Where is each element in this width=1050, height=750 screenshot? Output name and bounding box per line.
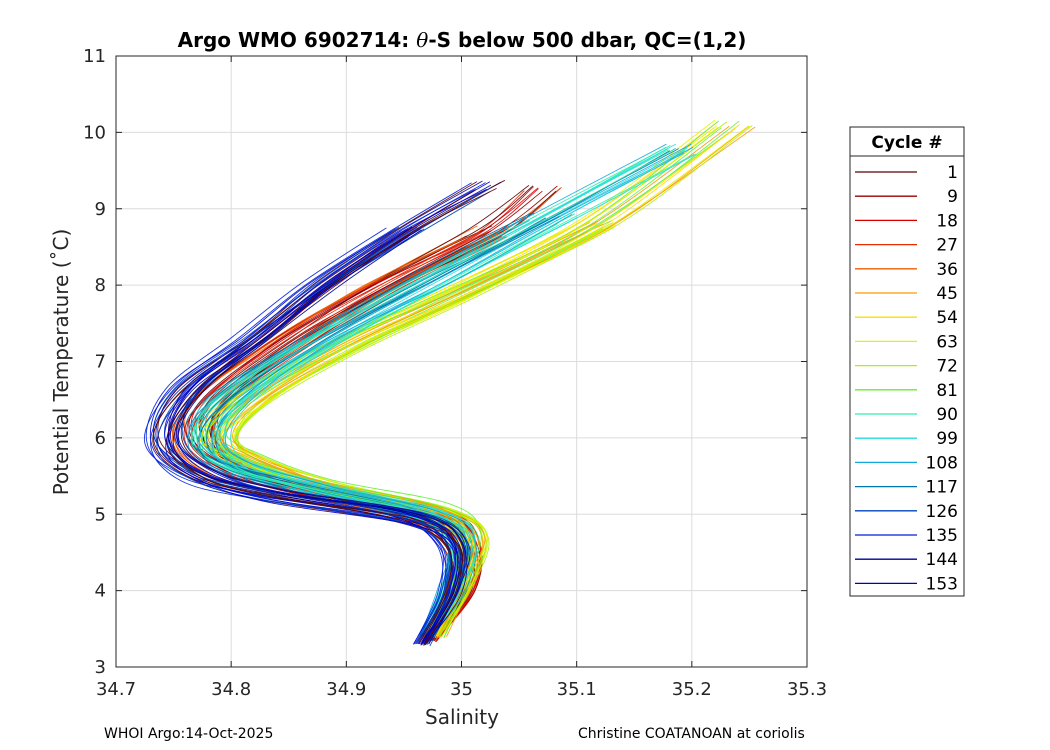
profile-line bbox=[177, 228, 471, 645]
x-tick-label: 35.1 bbox=[557, 679, 597, 700]
profile-line bbox=[166, 234, 463, 645]
y-tick-label: 10 bbox=[83, 122, 106, 143]
legend-label: 45 bbox=[936, 284, 958, 304]
x-axis-label: Salinity bbox=[425, 705, 499, 729]
y-tick-label: 11 bbox=[83, 46, 106, 67]
profile-line bbox=[234, 125, 753, 637]
y-tick-label: 6 bbox=[95, 428, 106, 449]
y-axis-label: Potential Temperature (˚C) bbox=[49, 229, 73, 496]
profile-line bbox=[224, 213, 576, 636]
profile-line bbox=[219, 130, 733, 639]
legend-items: 1 9 18 27 36 45 54 63 72 81 90 99 108 117 126 135 144 153 bbox=[855, 163, 958, 594]
footer-right: Christine COATANOAN at coriolis bbox=[578, 726, 805, 742]
x-tick-label: 35.2 bbox=[672, 679, 712, 700]
legend-label: 9 bbox=[947, 187, 958, 207]
legend-label: 27 bbox=[936, 236, 958, 256]
legend-box bbox=[849, 126, 965, 597]
x-tick-label: 35.3 bbox=[787, 679, 827, 700]
profile-line bbox=[196, 121, 718, 638]
y-tick-label: 9 bbox=[95, 199, 106, 220]
ticks: 34.7 34.8 34.9 35 35.1 35.2 35.3 3 4 5 6 7 8 9 10 11 bbox=[83, 46, 827, 700]
profile-line bbox=[224, 213, 573, 636]
footer-left: WHOI Argo:14-Oct-2025 bbox=[104, 726, 274, 742]
profile-line bbox=[217, 220, 599, 639]
profile-line bbox=[177, 229, 468, 644]
profile-line bbox=[165, 236, 459, 646]
legend-label: 18 bbox=[936, 211, 958, 231]
x-tick-label: 34.8 bbox=[211, 679, 251, 700]
legend-label: 153 bbox=[926, 574, 958, 594]
legend-label: 99 bbox=[936, 429, 958, 449]
y-tick-label: 8 bbox=[95, 275, 106, 296]
x-tick-label: 34.9 bbox=[326, 679, 366, 700]
legend-label: 126 bbox=[926, 502, 958, 522]
profile-line bbox=[157, 188, 488, 646]
profile-line bbox=[217, 153, 695, 638]
x-tick-label: 35 bbox=[450, 679, 473, 700]
legend-title: Cycle # bbox=[871, 133, 942, 153]
profile-line bbox=[145, 227, 444, 645]
chart-title: Argo WMO 6902714: θ-S below 500 dbar, QC… bbox=[178, 28, 747, 52]
legend-label: 108 bbox=[926, 453, 958, 473]
legend-label: 90 bbox=[936, 405, 958, 425]
legend-label: 135 bbox=[926, 526, 958, 546]
y-tick-label: 3 bbox=[95, 657, 106, 678]
legend-label: 72 bbox=[936, 357, 958, 377]
legend-label: 63 bbox=[936, 332, 958, 352]
legend: Cycle # 19182736455463728190991081171261… bbox=[849, 126, 965, 597]
profile-line bbox=[230, 125, 750, 638]
legend-label: 81 bbox=[936, 381, 958, 401]
profile-line bbox=[236, 224, 612, 639]
y-tick-label: 7 bbox=[95, 352, 106, 373]
x-tick-label: 34.7 bbox=[96, 679, 136, 700]
legend-label: 117 bbox=[926, 478, 958, 498]
y-tick-label: 4 bbox=[95, 581, 106, 602]
profile-line bbox=[149, 231, 447, 645]
legend-label: 36 bbox=[936, 260, 958, 280]
y-tick-label: 5 bbox=[95, 504, 106, 525]
profile-line bbox=[167, 228, 460, 646]
legend-label: 1 bbox=[947, 163, 958, 183]
profile-line bbox=[204, 127, 722, 636]
profile-line bbox=[220, 228, 604, 636]
profile-line bbox=[219, 143, 692, 636]
profile-line bbox=[215, 215, 560, 638]
legend-label: 144 bbox=[926, 550, 958, 570]
legend-label: 54 bbox=[936, 308, 958, 328]
profiles bbox=[144, 119, 756, 647]
profile-line bbox=[144, 182, 472, 645]
